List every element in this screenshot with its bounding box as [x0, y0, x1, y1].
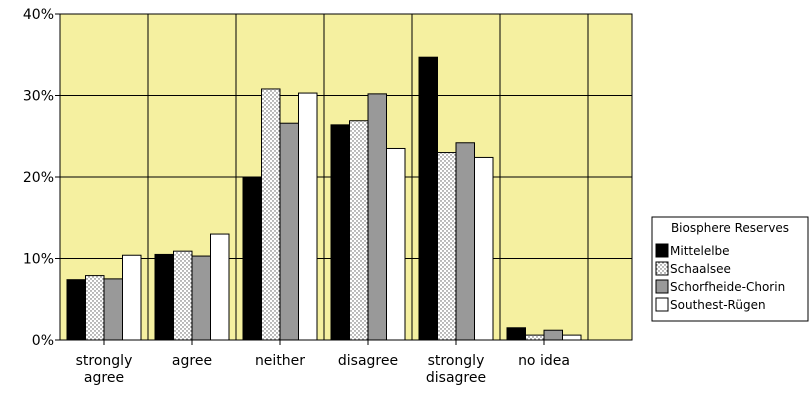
legend-label: Schaalsee [670, 262, 731, 276]
bar-schaalsee [85, 275, 105, 341]
legend-swatch [655, 261, 669, 276]
bars [66, 56, 582, 341]
legend-box [651, 216, 809, 322]
y-tick-label: 20% [23, 170, 54, 186]
bar-southest-r-gen [122, 254, 142, 341]
y-tick-label: 40% [23, 7, 54, 23]
bar-schorfheide-chorin [455, 142, 475, 341]
x-category-label: neither [255, 353, 305, 369]
bar-schaalsee [437, 152, 457, 341]
x-category-label: strongly disagree [426, 353, 486, 386]
y-tick-label: 0% [32, 333, 54, 349]
y-axis: 0% 10% 20% 30% 40% [23, 7, 60, 349]
x-category-label: disagree [338, 353, 398, 369]
bar-schorfheide-chorin [103, 278, 123, 341]
bar-mittelelbe [66, 279, 86, 341]
legend-title: Biosphere Reserves [671, 221, 789, 235]
bar-schorfheide-chorin [367, 93, 387, 341]
bar-schorfheide-chorin [543, 329, 563, 341]
bar-southest-r-gen [210, 233, 230, 341]
x-category-label: strongly agree [76, 353, 133, 386]
legend-label: Schorfheide-Chorin [670, 280, 785, 294]
x-axis: strongly agree agree neither disagree strongl… [76, 340, 570, 386]
bar-southest-r-gen [474, 156, 494, 341]
legend-swatch [655, 297, 669, 312]
legend-swatch [655, 279, 669, 294]
y-tick-label: 10% [23, 252, 54, 268]
bar-schaalsee [173, 250, 193, 341]
legend-label: Mittelelbe [670, 244, 730, 258]
x-category-label: no idea [518, 353, 570, 369]
bar-southest-r-gen [562, 334, 582, 341]
bar-mittelelbe [418, 56, 438, 341]
bar-mittelelbe [330, 124, 350, 341]
bar-mittelelbe [506, 327, 526, 341]
bar-schaalsee [349, 120, 369, 341]
bar-schaalsee [525, 334, 545, 341]
bar-schorfheide-chorin [279, 122, 299, 341]
bar-mittelelbe [154, 253, 174, 341]
x-category-label: agree [172, 353, 212, 369]
bar-southest-r-gen [386, 147, 406, 341]
bar-schaalsee [261, 88, 281, 341]
y-tick-label: 30% [23, 89, 54, 105]
legend-swatch [655, 243, 669, 258]
legend-label: Southest-Rügen [670, 298, 766, 312]
bar-southest-r-gen [298, 92, 318, 341]
bar-schorfheide-chorin [191, 255, 211, 341]
legend: Biosphere Reserves Mittelelbe Schaalsee Sch… [651, 216, 809, 322]
bar-mittelelbe [242, 177, 262, 341]
